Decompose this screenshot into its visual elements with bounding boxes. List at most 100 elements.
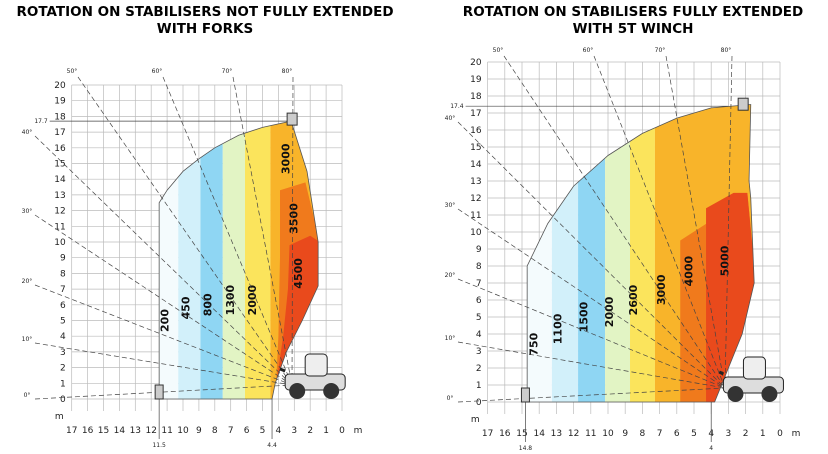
y-tick-label: 18 <box>470 92 482 102</box>
x-tick-label: 8 <box>212 426 218 436</box>
x-tick-label: 15 <box>98 426 109 436</box>
min-reach-label: 4.4 <box>267 442 277 449</box>
y-tick-label: 7 <box>60 285 66 295</box>
y-tick-label: 11 <box>470 211 481 221</box>
y-tick-label: 18 <box>54 112 66 122</box>
angle-line <box>457 341 726 389</box>
x-tick-label: 6 <box>244 426 250 436</box>
x-tick-label: 10 <box>177 426 189 436</box>
load-zone <box>578 104 606 402</box>
zone-label: 2600 <box>627 284 640 315</box>
angle-label: 50° <box>67 68 78 75</box>
load-zone <box>178 121 201 400</box>
x-tick-label: 4 <box>276 426 282 436</box>
fork-icon <box>154 384 164 400</box>
x-tick-label: 2 <box>743 429 749 439</box>
load-zone <box>605 104 631 402</box>
machine-wheel <box>727 386 744 402</box>
load-zone <box>527 104 552 402</box>
max-reach-label: 11.5 <box>152 442 166 449</box>
angle-label: 40° <box>445 115 456 122</box>
max-height-label: 17.4 <box>450 103 464 110</box>
unit-label: m <box>55 412 64 422</box>
angle-label: 20° <box>445 272 456 279</box>
x-tick-label: 17 <box>66 426 77 436</box>
angle-label: 50° <box>493 47 504 54</box>
machine-wheel <box>323 383 340 399</box>
y-tick-label: 16 <box>54 144 66 154</box>
angle-label: 40° <box>22 129 33 136</box>
y-tick-label: 4 <box>60 332 66 342</box>
y-tick-label: 12 <box>54 207 65 217</box>
y-tick-label: 20 <box>470 58 482 68</box>
y-tick-label: 10 <box>470 228 482 238</box>
fork-icon <box>737 97 749 111</box>
zone-label: 3000 <box>280 143 293 174</box>
angle-label: 70° <box>655 47 666 54</box>
zone-label: 2000 <box>603 296 616 327</box>
angle-label: 80° <box>282 68 293 75</box>
machine-cab <box>304 353 328 377</box>
angle-line <box>232 76 293 386</box>
title: WITH FORKS <box>157 21 253 37</box>
angle-line <box>724 55 733 389</box>
x-tick-label: 16 <box>82 426 94 436</box>
x-tick-label: 16 <box>499 429 511 439</box>
zone-label: 750 <box>527 332 540 355</box>
zone-label: 800 <box>202 293 215 316</box>
angle-label: 10° <box>22 336 33 343</box>
angle-line <box>34 284 293 386</box>
y-tick-label: 5 <box>60 317 66 327</box>
zone-label: 2000 <box>246 284 259 315</box>
zone-label: 4000 <box>682 255 695 286</box>
x-tick-label: 1 <box>323 426 329 436</box>
zone-label: 3500 <box>287 203 300 234</box>
machine-boom <box>718 370 725 376</box>
load-chart-panel: ROTATION ON STABILISERS FULLY EXTENDEDWI… <box>445 4 804 452</box>
angle-line <box>291 76 294 386</box>
x-tick-label: 9 <box>622 429 628 439</box>
zone-label: 1500 <box>577 301 590 332</box>
load-zone <box>159 121 179 400</box>
angle-line <box>77 76 293 386</box>
y-tick-label: 1 <box>60 379 66 389</box>
angle-line <box>457 278 726 389</box>
title: ROTATION ON STABILISERS FULLY EXTENDED <box>463 4 803 20</box>
angle-label: 70° <box>222 68 233 75</box>
load-zone <box>245 121 271 400</box>
fork-icon <box>286 112 298 126</box>
x-tick-label: 0 <box>777 429 783 439</box>
zone-label: 4500 <box>292 258 305 289</box>
y-tick-label: 14 <box>470 160 482 170</box>
min-reach-label: 4 <box>709 445 713 452</box>
angle-line <box>457 121 726 389</box>
unit-label: m <box>792 429 801 439</box>
load-zone <box>200 121 223 400</box>
angle-line <box>457 208 726 389</box>
x-tick-label: 14 <box>533 429 545 439</box>
load-zone <box>630 104 655 402</box>
max-reach-label: 14.8 <box>519 445 533 452</box>
zone-label: 3000 <box>655 274 668 305</box>
angle-label: 60° <box>583 47 594 54</box>
angle-label: 10° <box>445 335 456 342</box>
y-tick-label: 2 <box>60 364 66 374</box>
y-tick-label: 0 <box>476 398 482 408</box>
y-tick-label: 20 <box>54 81 66 91</box>
y-tick-label: 17 <box>470 109 481 119</box>
y-tick-label: 3 <box>60 348 66 358</box>
zone-label: 1300 <box>224 284 237 315</box>
x-tick-label: 9 <box>196 426 202 436</box>
y-tick-label: 3 <box>476 347 482 357</box>
x-tick-label: 15 <box>516 429 527 439</box>
y-tick-label: 19 <box>54 97 66 107</box>
x-tick-label: 1 <box>760 429 766 439</box>
x-tick-label: 11 <box>585 429 596 439</box>
x-tick-label: 5 <box>260 426 266 436</box>
x-tick-label: 8 <box>640 429 646 439</box>
title: ROTATION ON STABILISERS NOT FULLY EXTEND… <box>16 4 393 20</box>
y-tick-label: 0 <box>60 395 66 405</box>
x-tick-label: 12 <box>145 426 156 436</box>
y-tick-label: 6 <box>476 296 482 306</box>
